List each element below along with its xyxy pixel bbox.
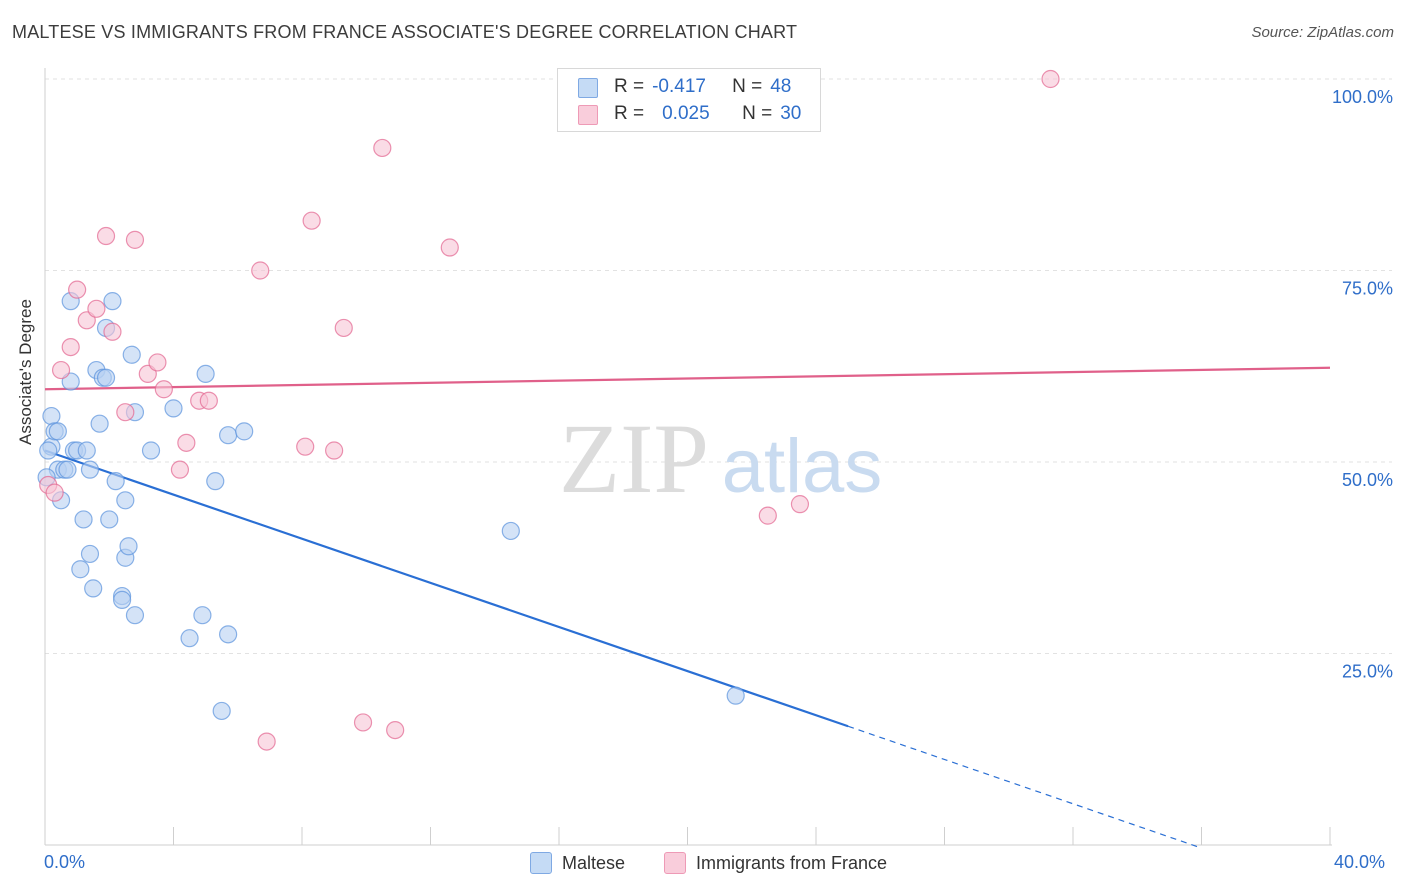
point-france — [170, 460, 190, 479]
point-maltese — [726, 686, 745, 705]
point-france — [790, 495, 810, 514]
chart-title: MALTESE VS IMMIGRANTS FROM FRANCE ASSOCI… — [12, 22, 798, 42]
correlation-legend: R = -0.417 N = 48 R = 0.025 N = 30 — [557, 68, 821, 132]
point-maltese — [77, 441, 96, 460]
legend-label-france: Immigrants from France — [696, 852, 888, 873]
legend-r-value: -0.417 — [652, 76, 706, 97]
legend-swatch-france — [578, 105, 598, 125]
point-maltese — [212, 701, 231, 721]
legend-n-label: N = — [732, 76, 763, 97]
legend-r-label: R = — [614, 76, 645, 97]
y-tick-labels: 25.0% 50.0% 75.0% 100.0% — [1332, 87, 1393, 682]
point-maltese — [164, 399, 183, 418]
gridlines — [45, 78, 1392, 654]
data-points — [37, 69, 1060, 751]
legend-swatch-maltese — [578, 78, 598, 98]
watermark: ZIP atlas — [559, 403, 882, 514]
point-maltese — [219, 426, 238, 445]
point-france — [51, 360, 71, 380]
legend-r-label: R = — [614, 103, 645, 124]
legend-label-maltese: Maltese — [562, 852, 626, 873]
point-maltese — [106, 472, 125, 491]
x-tick-label-min: 0.0% — [44, 852, 86, 872]
trend-lines — [44, 366, 1331, 849]
point-france — [386, 720, 405, 740]
trend-line-france — [44, 366, 1331, 391]
y-tick-label: 75.0% — [1342, 279, 1393, 299]
point-france — [1041, 69, 1060, 89]
legend-swatch-france — [664, 852, 686, 874]
point-maltese — [180, 629, 199, 648]
point-france — [87, 299, 106, 318]
point-maltese — [48, 422, 67, 441]
trend-line-maltese-extension — [847, 725, 1202, 849]
point-france — [61, 338, 80, 357]
point-france — [45, 483, 64, 502]
point-france — [177, 433, 196, 452]
point-maltese — [206, 472, 225, 491]
point-france — [758, 506, 777, 525]
source-credit: Source: ZipAtlas.com — [1251, 24, 1394, 41]
point-maltese — [193, 606, 212, 625]
point-france — [302, 211, 321, 230]
point-france — [373, 138, 392, 158]
trend-line-maltese — [44, 449, 849, 728]
y-tick-label: 100.0% — [1332, 87, 1393, 107]
point-maltese — [80, 544, 100, 564]
point-maltese — [90, 414, 109, 433]
point-france — [125, 230, 145, 249]
point-france — [68, 280, 87, 299]
point-france — [199, 391, 218, 410]
point-maltese — [84, 579, 103, 598]
point-france — [154, 380, 173, 399]
legend-r-value: 0.025 — [662, 103, 710, 124]
point-france — [251, 261, 270, 280]
point-france — [325, 441, 344, 460]
legend-n-value: 48 — [770, 76, 792, 97]
legend-row-france: R = 0.025 N = 30 — [578, 102, 802, 126]
point-maltese — [501, 521, 520, 541]
point-maltese — [74, 510, 93, 529]
point-france — [96, 226, 116, 246]
series-legend: Maltese Immigrants from France — [0, 852, 1406, 878]
point-maltese — [119, 537, 138, 556]
point-maltese — [80, 460, 100, 479]
point-maltese — [196, 364, 215, 384]
point-maltese — [103, 292, 122, 311]
point-maltese — [116, 491, 135, 510]
point-maltese — [219, 625, 238, 644]
point-france — [116, 403, 135, 422]
y-tick-label: 25.0% — [1342, 662, 1393, 682]
point-maltese — [100, 510, 119, 529]
point-maltese — [42, 406, 61, 426]
point-maltese — [112, 590, 132, 609]
point-maltese — [125, 606, 145, 625]
x-tick-label-max: 40.0% — [1334, 852, 1386, 872]
point-france — [296, 437, 315, 456]
legend-item-france: Immigrants from France — [664, 852, 887, 874]
legend-n-value: 30 — [780, 103, 802, 124]
point-france — [257, 732, 276, 751]
point-maltese — [58, 460, 77, 479]
point-france — [334, 318, 353, 338]
point-maltese — [141, 441, 161, 460]
point-maltese — [235, 422, 254, 441]
legend-item-maltese: Maltese — [530, 852, 625, 874]
y-axis-label: Associate's Degree — [16, 299, 35, 445]
watermark-zip: ZIP — [559, 403, 709, 514]
legend-swatch-maltese — [530, 852, 552, 874]
watermark-atlas: atlas — [722, 424, 883, 509]
point-france — [353, 713, 373, 732]
point-maltese — [96, 368, 116, 387]
y-tick-label: 50.0% — [1342, 470, 1393, 490]
point-france — [440, 238, 459, 257]
legend-row-maltese: R = -0.417 N = 48 — [578, 75, 792, 99]
legend-n-label: N = — [742, 103, 773, 124]
point-maltese — [71, 560, 90, 579]
point-maltese — [122, 345, 141, 364]
point-maltese — [39, 441, 58, 460]
point-france — [148, 353, 167, 372]
point-france — [103, 322, 122, 341]
